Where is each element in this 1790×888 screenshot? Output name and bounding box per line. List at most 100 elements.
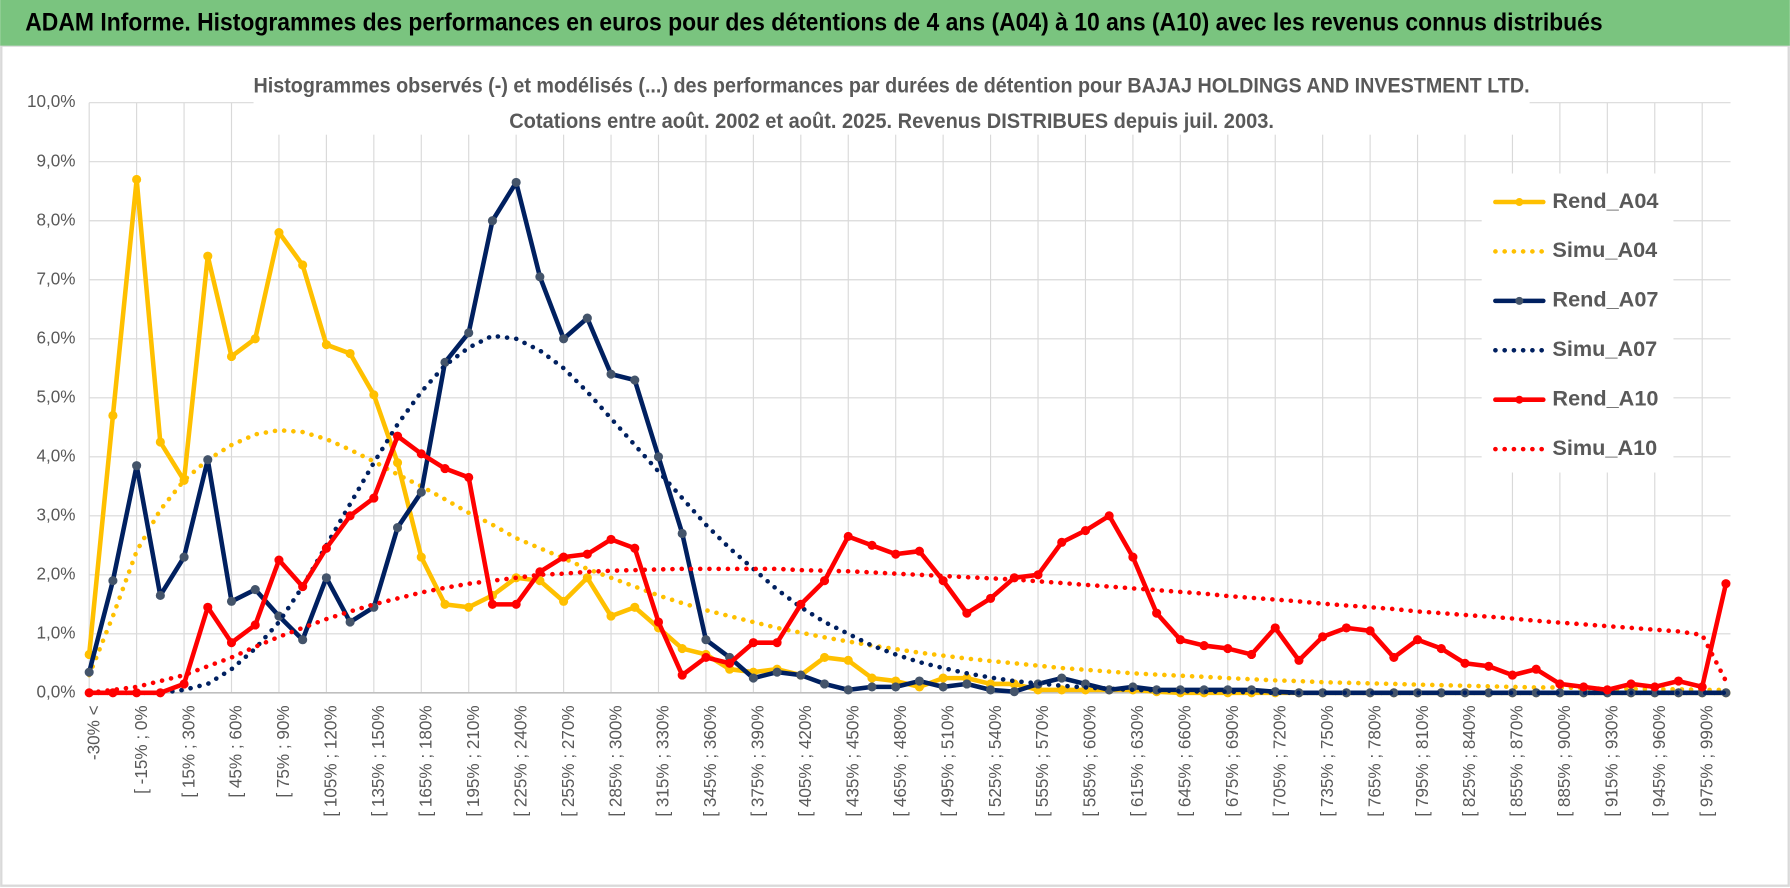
y-tick-label: 8,0%: [36, 210, 75, 229]
data-point: [962, 608, 972, 618]
header-title: ADAM Informe. Histogrammes des performan…: [25, 9, 1602, 37]
data-point: [914, 676, 924, 686]
data-point: [274, 227, 284, 238]
data-point: [487, 216, 498, 226]
data-point: [938, 576, 948, 586]
y-tick-label: 0,0%: [36, 682, 75, 701]
data-point: [1057, 537, 1067, 547]
chart-title: Histogrammes observés (-) et modélisés (…: [254, 72, 1530, 97]
data-point: [1033, 570, 1043, 580]
x-tick-label: [ 735% ; 750%: [1318, 705, 1337, 816]
data-point: [84, 667, 94, 677]
data-point: [369, 493, 379, 503]
data-point: [132, 461, 142, 471]
data-point: [440, 599, 450, 609]
data-point: [250, 584, 260, 595]
legend-label: Simu_A04: [1552, 237, 1657, 262]
y-tick-label: 10,0%: [27, 92, 76, 111]
y-tick-label: 4,0%: [36, 446, 75, 465]
data-point: [1389, 652, 1399, 662]
data-point: [559, 596, 569, 606]
x-tick-label: [ 255% ; 270%: [559, 705, 578, 816]
data-point: [582, 573, 592, 583]
data-point: [345, 348, 355, 359]
data-point: [1579, 682, 1589, 692]
data-point: [1484, 661, 1494, 671]
data-point: [986, 593, 996, 603]
data-point: [867, 682, 877, 692]
x-tick-label: [ 765% ; 780%: [1365, 705, 1384, 816]
data-point: [819, 576, 830, 586]
x-tick-label: [ 75% ; 90%: [274, 705, 293, 797]
data-point: [203, 602, 213, 612]
data-point: [464, 328, 474, 338]
legend: Rend_A04 Simu_A04 Rend_A07 Simu_A07 Rend_A10…: [1481, 173, 1674, 473]
data-point: [891, 682, 901, 692]
data-point: [867, 673, 877, 683]
x-tick-label: [ 315% ; 330%: [654, 705, 673, 816]
data-point: [464, 602, 474, 612]
x-tick-label: [ 285% ; 300%: [606, 705, 625, 816]
y-tick-label: 5,0%: [36, 387, 75, 406]
data-point: [321, 340, 331, 350]
data-point: [203, 455, 213, 465]
x-tick-label: [ 645% ; 660%: [1176, 705, 1195, 816]
data-point: [487, 599, 498, 609]
x-tick-label: [ 405% ; 420%: [796, 705, 815, 816]
data-point: [250, 334, 260, 344]
x-tick-label: [ 945% ; 960%: [1650, 705, 1669, 816]
chart-subtitle: Cotations entre août. 2002 et août. 2025…: [509, 108, 1274, 133]
data-point: [132, 688, 142, 698]
data-point: [677, 643, 687, 654]
data-point: [132, 174, 142, 185]
data-point: [1460, 658, 1470, 668]
series-line: [86, 566, 1729, 696]
data-point: [1294, 655, 1304, 665]
data-point: [155, 437, 165, 447]
x-tick-label: [ 375% ; 390%: [749, 705, 768, 816]
data-point: [630, 602, 640, 612]
data-point: [1057, 673, 1067, 683]
data-point: [179, 679, 189, 689]
data-point: [321, 573, 331, 583]
x-tick-label: [ 495% ; 510%: [938, 705, 957, 816]
x-tick-label: [ 435% ; 450%: [843, 705, 862, 816]
y-tick-label: 7,0%: [36, 269, 75, 288]
data-point: [226, 351, 237, 362]
data-point: [630, 543, 640, 553]
data-point: [1175, 635, 1185, 645]
data-point: [772, 667, 782, 677]
data-point: [986, 685, 996, 695]
data-point: [416, 487, 426, 497]
data-point: [796, 599, 806, 609]
legend-label: Simu_A07: [1552, 336, 1657, 361]
data-point: [843, 685, 853, 695]
data-point: [891, 549, 901, 559]
series-line: [86, 427, 1729, 693]
x-tick-label: [ 525% ; 540%: [986, 705, 1005, 816]
data-point: [1199, 641, 1209, 651]
data-point: [416, 552, 426, 562]
data-point: [511, 177, 521, 187]
data-point: [1152, 608, 1162, 618]
data-point: [1365, 626, 1375, 636]
data-point: [1057, 685, 1067, 695]
x-tick-label: [ 45% ; 60%: [227, 705, 246, 797]
data-point: [1009, 687, 1019, 697]
y-tick-label: 2,0%: [36, 564, 75, 583]
data-point: [843, 655, 853, 665]
legend-label: Simu_A10: [1552, 435, 1657, 460]
data-point: [1104, 511, 1114, 521]
data-point: [1080, 525, 1091, 536]
data-point: [203, 251, 213, 261]
data-point: [1223, 643, 1233, 654]
data-point: [155, 688, 165, 698]
x-tick-label: [ 825% ; 840%: [1460, 705, 1479, 816]
legend-box: [1481, 173, 1674, 473]
data-point: [1436, 643, 1446, 654]
data-point: [559, 552, 569, 562]
data-point: [108, 410, 118, 421]
data-point: [582, 549, 592, 559]
data-point: [1341, 623, 1351, 633]
x-tick-label: [ 855% ; 870%: [1508, 705, 1527, 816]
